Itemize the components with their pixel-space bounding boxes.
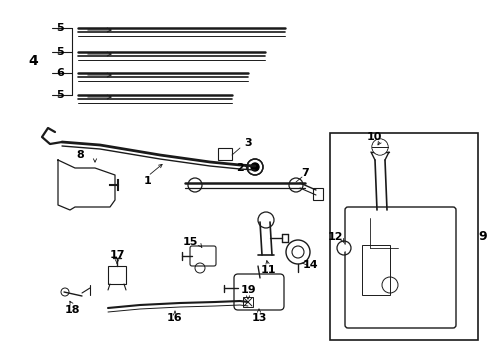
Text: 14: 14: [302, 260, 317, 270]
Text: 2: 2: [236, 163, 244, 173]
Bar: [361, 245, 389, 295]
Text: 11: 11: [260, 265, 275, 275]
Bar: [312, 188, 323, 200]
Text: 19: 19: [240, 285, 255, 295]
Circle shape: [340, 245, 346, 251]
FancyBboxPatch shape: [190, 246, 216, 266]
Text: 5: 5: [56, 90, 63, 100]
Text: 3: 3: [244, 138, 251, 148]
Bar: [243, 297, 252, 307]
Text: 17: 17: [109, 250, 124, 260]
Text: 9: 9: [478, 230, 487, 243]
Text: 5: 5: [56, 47, 63, 57]
Text: 4: 4: [28, 54, 38, 68]
Text: 1: 1: [144, 176, 152, 186]
Text: 8: 8: [76, 150, 84, 160]
Text: 15: 15: [182, 237, 197, 247]
Text: 7: 7: [301, 168, 308, 178]
Polygon shape: [58, 160, 115, 210]
Circle shape: [250, 163, 259, 171]
Text: 16: 16: [167, 313, 183, 323]
Text: 5: 5: [56, 23, 63, 33]
Text: 12: 12: [326, 232, 342, 242]
FancyBboxPatch shape: [345, 207, 455, 328]
Text: 13: 13: [251, 313, 266, 323]
FancyBboxPatch shape: [234, 274, 284, 310]
Text: 6: 6: [56, 68, 64, 78]
Bar: [108, 266, 126, 284]
Bar: [218, 148, 231, 160]
Circle shape: [372, 140, 386, 154]
Text: 10: 10: [366, 132, 381, 142]
Bar: [329, 133, 477, 340]
Text: 18: 18: [64, 305, 80, 315]
